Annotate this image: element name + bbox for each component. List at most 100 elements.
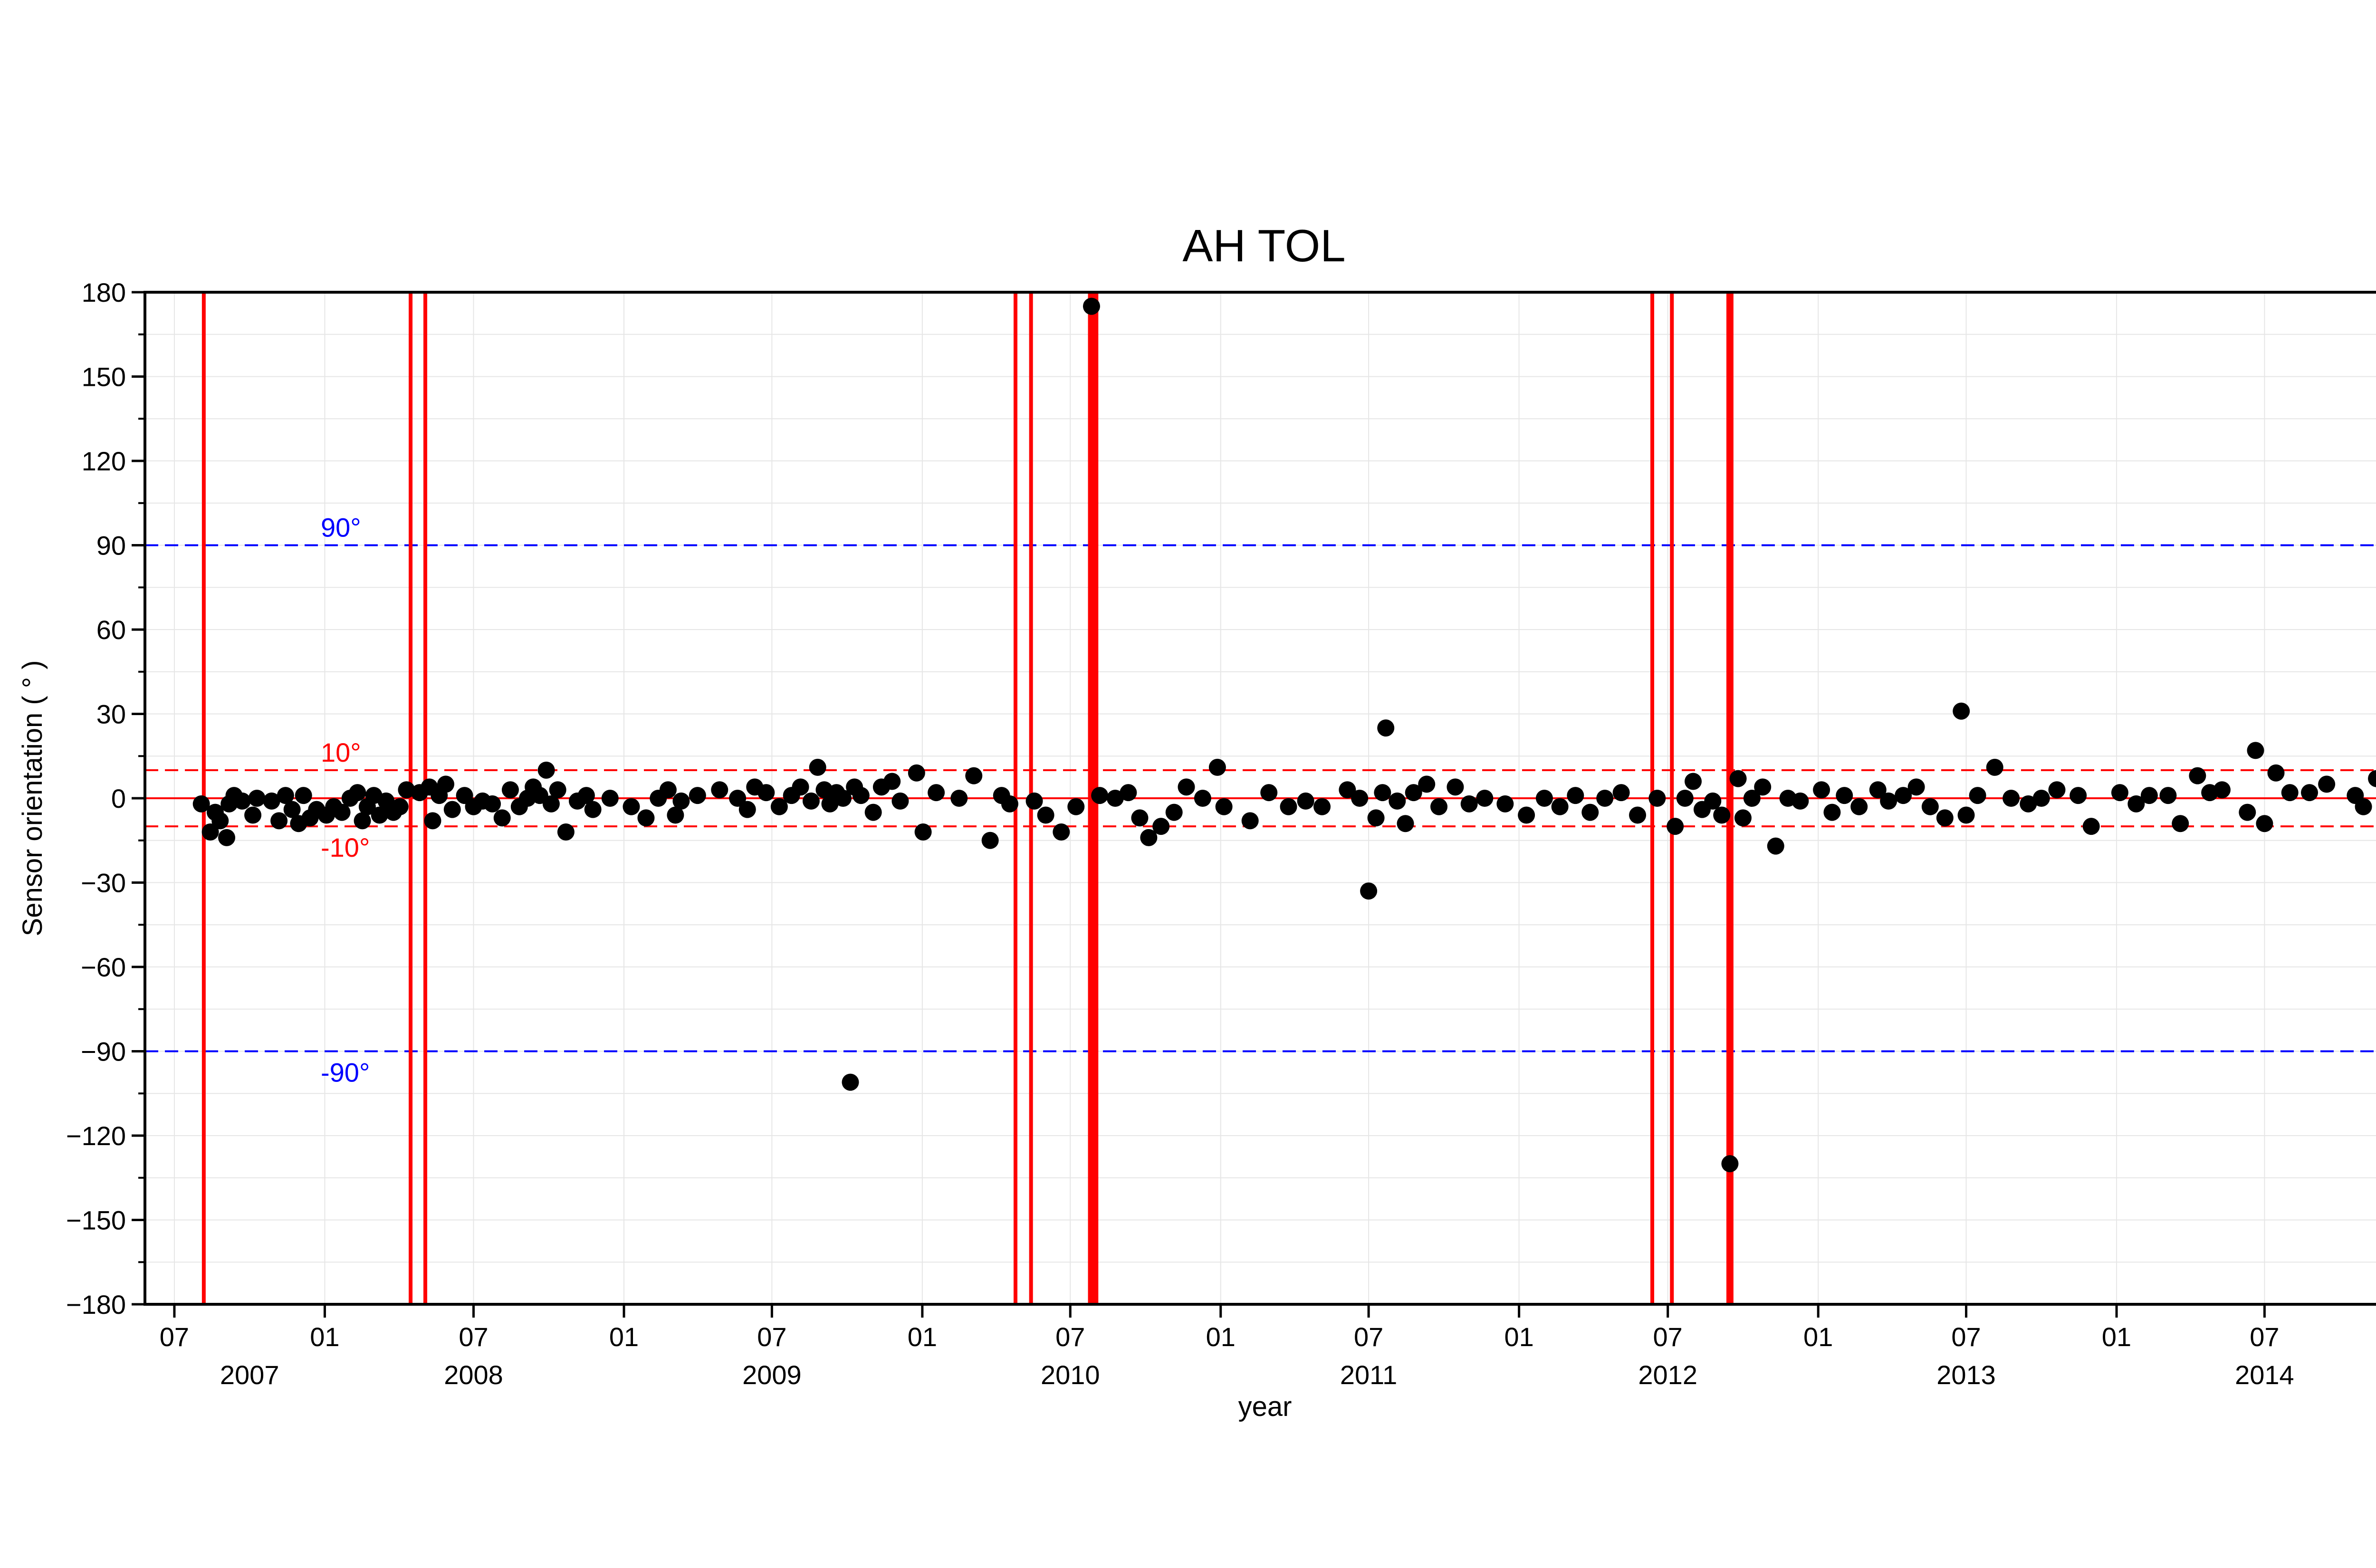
- data-point: [1596, 790, 1614, 807]
- data-point: [1360, 882, 1378, 900]
- reference-line-label: 90°: [321, 513, 361, 543]
- chart-title: AH TOL: [1182, 220, 1345, 271]
- data-point: [2032, 790, 2050, 807]
- data-point: [1496, 795, 1514, 813]
- data-point: [1165, 803, 1183, 821]
- data-point: [354, 812, 371, 830]
- data-point: [928, 784, 945, 802]
- data-point: [1405, 784, 1422, 802]
- data-point: [1297, 792, 1314, 810]
- reference-line-label: -10°: [321, 832, 370, 862]
- x-year-label: 2014: [2235, 1360, 2294, 1390]
- x-tick-label: 01: [609, 1322, 639, 1352]
- data-point: [437, 775, 455, 793]
- data-point: [1921, 798, 1939, 815]
- data-point: [2355, 798, 2372, 815]
- data-point: [557, 823, 575, 841]
- data-point: [398, 781, 415, 799]
- data-point: [1713, 806, 1731, 824]
- x-tick-label: 01: [1206, 1322, 1236, 1352]
- data-point: [1418, 775, 1436, 793]
- data-point: [1430, 798, 1448, 815]
- data-point: [1907, 778, 1925, 796]
- data-point: [2048, 781, 2066, 799]
- data-point: [349, 784, 366, 802]
- data-point: [1178, 778, 1195, 796]
- data-point: [689, 787, 706, 804]
- data-point: [729, 790, 747, 807]
- y-tick-label: 120: [82, 446, 126, 476]
- y-tick-label: −180: [66, 1290, 126, 1319]
- data-point: [1836, 787, 1853, 804]
- data-point: [1460, 795, 1478, 813]
- data-point: [2368, 770, 2376, 787]
- data-point: [1280, 798, 1297, 815]
- data-point: [637, 809, 655, 827]
- data-point: [1053, 823, 1070, 841]
- data-point: [738, 801, 756, 818]
- data-point: [1131, 809, 1149, 827]
- x-year-label: 2008: [444, 1360, 503, 1390]
- data-point: [1986, 758, 2003, 776]
- data-point: [981, 832, 999, 849]
- x-tick-label: 07: [459, 1322, 488, 1352]
- x-year-label: 2012: [1638, 1360, 1697, 1390]
- data-point: [1850, 798, 1868, 815]
- y-axis: 180 150 120 90 60 30 0 −30 −60 −90 −120 −150 −180: [66, 277, 145, 1319]
- data-point: [1083, 297, 1100, 315]
- data-point: [1953, 702, 1970, 720]
- x-tick-label: 01: [908, 1322, 937, 1352]
- y-axis-label: Sensor orientation ( ° ): [17, 660, 48, 937]
- data-point: [667, 806, 684, 824]
- data-point: [493, 809, 511, 827]
- data-point: [852, 787, 870, 804]
- data-point: [2267, 764, 2285, 782]
- data-point: [277, 787, 294, 804]
- data-point: [1880, 792, 1897, 810]
- data-point: [1685, 773, 1702, 790]
- grid-lines: [145, 292, 2376, 1305]
- data-point: [270, 812, 288, 830]
- data-point: [1704, 792, 1722, 810]
- x-tick-label: 07: [1951, 1322, 1981, 1352]
- x-year-label: 2007: [220, 1360, 279, 1390]
- x-tick-label: 07: [1653, 1322, 1683, 1352]
- data-point: [1813, 781, 1830, 799]
- data-point: [1792, 792, 1809, 810]
- data-point: [1518, 806, 1535, 824]
- x-tick-label: 01: [1504, 1322, 1533, 1352]
- data-point: [1215, 798, 1233, 815]
- data-point: [965, 767, 983, 784]
- data-point: [623, 798, 640, 815]
- data-point: [1120, 784, 1137, 802]
- data-point: [2213, 781, 2231, 799]
- x-year-label: 2010: [1041, 1360, 1100, 1390]
- data-point: [2002, 790, 2020, 807]
- data-point: [1823, 803, 1841, 821]
- data-point: [1389, 792, 1406, 810]
- data-point: [1067, 798, 1085, 815]
- x-tick-label: 07: [2250, 1322, 2279, 1352]
- y-tick-label: −90: [81, 1037, 126, 1067]
- data-point: [883, 773, 901, 790]
- data-point: [1106, 790, 1124, 807]
- data-point: [211, 812, 229, 830]
- data-point: [1895, 787, 1912, 804]
- data-point: [1208, 758, 1226, 776]
- data-point: [1313, 798, 1331, 815]
- data-point: [1476, 790, 1494, 807]
- data-point: [601, 790, 619, 807]
- data-point: [2127, 795, 2145, 813]
- data-point: [2069, 787, 2087, 804]
- data-point: [757, 784, 775, 802]
- data-point: [834, 790, 852, 807]
- data-point: [950, 790, 968, 807]
- data-point: [1629, 806, 1647, 824]
- data-points: [192, 297, 2376, 1173]
- data-point: [2172, 815, 2189, 832]
- data-point: [1567, 787, 1584, 804]
- data-point: [672, 792, 690, 810]
- data-point: [809, 758, 826, 776]
- data-point: [537, 761, 555, 779]
